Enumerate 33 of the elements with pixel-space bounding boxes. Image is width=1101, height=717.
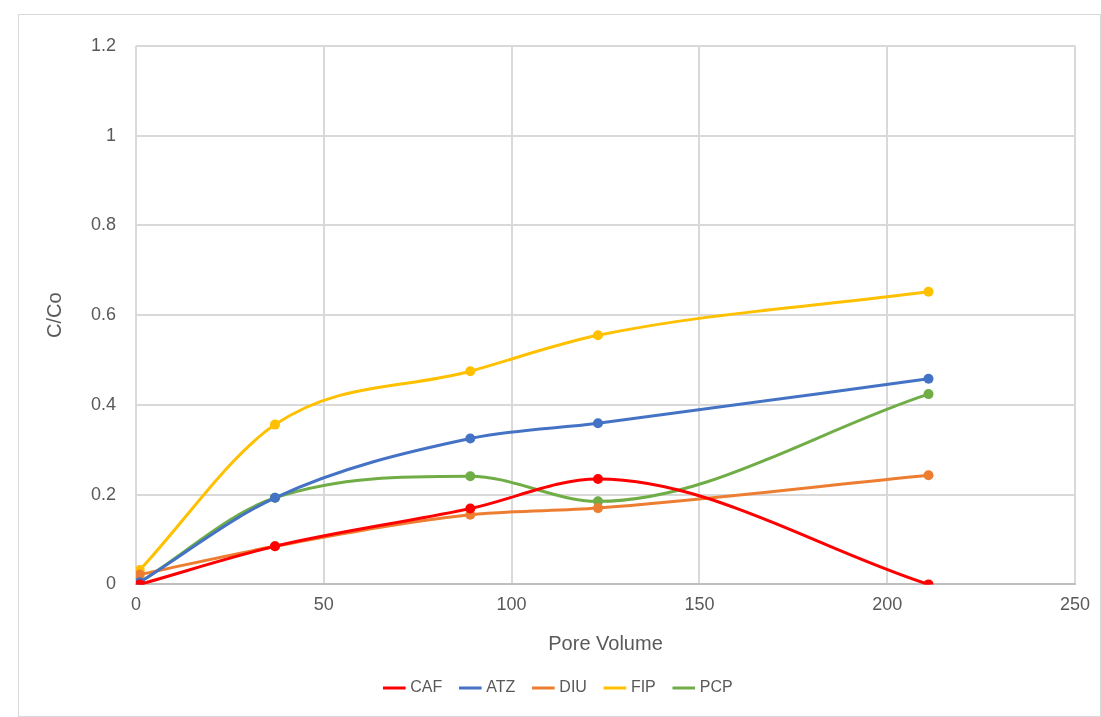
legend-label: FIP [630,678,656,696]
point [923,373,934,384]
point [592,473,603,484]
point [269,419,280,430]
y-tick-label: 0.6 [90,304,117,325]
legend-label: DIU [559,678,587,696]
legend-label: PCP [699,678,733,696]
y-tick-label: 0.4 [90,393,117,414]
point [592,503,603,514]
point [465,366,476,377]
point [465,503,476,514]
y-tick-label: 1 [106,124,117,145]
point [923,286,934,297]
x-tick-label: 150 [684,594,715,615]
legend-label: ATZ [486,678,516,696]
y-axis-title: C/Co [42,292,65,338]
y-tick-label: 0.8 [90,214,117,235]
x-tick-label: 200 [872,594,903,615]
y-tick-label: 0 [106,573,117,594]
x-tick-label: 250 [1059,594,1091,615]
y-tick-label: 0.2 [90,483,117,504]
x-tick-label: 50 [313,594,334,615]
x-tick-label: 100 [496,594,527,615]
point [592,330,603,341]
x-axis-title: Pore Volume [548,631,663,654]
point [592,418,603,429]
point [465,471,476,482]
y-tick-label: 1.2 [90,34,117,55]
x-tick-label: 0 [131,594,142,615]
legend-label: CAF [410,678,443,696]
point [923,470,934,481]
point [923,389,934,400]
point [465,433,476,444]
